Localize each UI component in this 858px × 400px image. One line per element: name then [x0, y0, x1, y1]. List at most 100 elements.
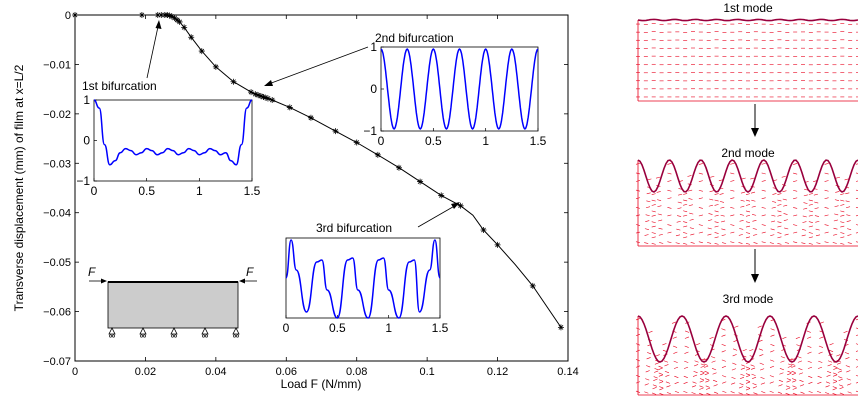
displacement-vector: [742, 349, 747, 352]
displacement-vector: [819, 321, 825, 324]
displacement-vector: [824, 163, 829, 165]
main-y-tick-label: −0.07: [43, 356, 71, 368]
displacement-vector: [740, 191, 746, 194]
displacement-vector: [683, 225, 688, 228]
displacement-vector: [667, 207, 672, 209]
displacement-vector: [761, 172, 766, 175]
displacement-vector: [652, 384, 658, 387]
displacement-vector: [645, 378, 650, 381]
data-point-marker: [494, 241, 501, 248]
displacement-vector: [690, 242, 695, 244]
displacement-vector: [711, 360, 716, 363]
main-x-tick-label: 0.12: [487, 366, 508, 378]
displacement-vector: [833, 227, 838, 230]
displacement-vector: [824, 189, 829, 192]
displacement-vector: [827, 364, 832, 367]
mode-surface: [637, 159, 858, 193]
displacement-vector: [777, 204, 782, 206]
displacement-vector: [722, 381, 727, 384]
displacement-vector: [745, 232, 751, 234]
main-x-tick-label: 0.08: [346, 366, 367, 378]
displacement-vector: [808, 210, 813, 213]
displacement-vector: [644, 383, 649, 386]
displacement-vector: [738, 242, 743, 244]
displacement-vector: [741, 177, 746, 180]
displacement-vector: [658, 367, 663, 370]
displacement-vector: [730, 180, 735, 182]
displacement-vector: [683, 390, 688, 394]
data-point-marker: [252, 91, 259, 98]
displacement-vector: [656, 191, 661, 193]
displacement-vector: [739, 219, 744, 222]
main-y-tick-label: −0.06: [43, 307, 71, 319]
arrowhead-3rd-bifurcation: [451, 202, 460, 209]
displacement-vector: [777, 243, 782, 245]
data-point-marker: [255, 92, 262, 99]
displacement-vector: [667, 180, 672, 182]
displacement-vector: [676, 220, 681, 223]
displacement-vector: [761, 391, 766, 394]
displacement-vector: [783, 204, 788, 207]
displacement-vector: [753, 234, 758, 236]
displacement-vector: [655, 176, 661, 179]
displacement-vector: [654, 370, 659, 373]
displacement-vector: [781, 175, 786, 178]
displacement-vector: [761, 207, 766, 209]
displacement-vector: [667, 163, 672, 165]
substrate-block: [107, 281, 239, 329]
displacement-vector: [666, 385, 671, 388]
main-xtick-labels: 0 0.02 0.04 0.06 0.08 0.1 0.12 0.14: [72, 366, 579, 378]
displacement-vector: [799, 384, 805, 387]
displacement-vector: [782, 336, 787, 339]
displacement-vector: [793, 224, 798, 226]
displacement-vector: [840, 210, 845, 213]
data-point-marker: [248, 89, 255, 96]
data-point-marker: [181, 24, 188, 31]
force-arrowhead-right: [239, 278, 245, 284]
displacement-vector: [739, 214, 744, 216]
displacement-vector: [706, 242, 712, 244]
displacement-vector: [658, 372, 663, 375]
displacement-vector: [692, 374, 698, 377]
inset-x-tick-label: 1: [482, 134, 489, 148]
displacement-vector: [704, 370, 709, 373]
displacement-vector: [817, 366, 823, 369]
inset-frame: [93, 99, 253, 182]
displacement-vector: [845, 200, 850, 203]
displacement-vector: [712, 372, 717, 375]
displacement-vector: [683, 375, 688, 378]
displacement-vector: [833, 233, 838, 236]
displacement-vector: [840, 214, 845, 217]
displacement-vector: [657, 213, 662, 216]
main-x-tick-label: 0.06: [276, 366, 297, 378]
displacement-vector: [834, 205, 839, 208]
displacement-vector: [771, 201, 777, 203]
displacement-vector: [714, 232, 719, 234]
displacement-vector: [832, 386, 837, 389]
mode-surface: [637, 315, 858, 363]
displacement-vector: [675, 242, 680, 244]
main-x-tick-label: 0.04: [205, 366, 226, 378]
data-point-marker: [166, 12, 173, 19]
mode-surface: [637, 18, 858, 22]
displacement-vector: [843, 330, 848, 334]
mode-3-label: 3rd mode: [723, 292, 774, 306]
displacement-vector: [840, 221, 845, 224]
displacement-vector: [659, 381, 664, 384]
displacement-vector: [845, 365, 850, 368]
displacement-vector: [745, 193, 751, 195]
inset-x-tick-label: 0: [283, 321, 290, 335]
force-label-left: F: [88, 265, 96, 279]
displacement-vector: [832, 388, 837, 391]
displacement-vector: [667, 224, 672, 226]
displacement-vector: [730, 214, 735, 217]
displacement-vector: [855, 224, 858, 226]
displacement-vector: [684, 351, 689, 354]
displacement-vector: [677, 201, 682, 204]
main-series-markers: [72, 12, 564, 331]
displacement-vector: [721, 343, 726, 347]
displacement-vector: [793, 231, 798, 234]
displacement-vector: [700, 363, 705, 366]
displacement-vector: [777, 391, 783, 394]
displacement-vector: [721, 365, 727, 368]
